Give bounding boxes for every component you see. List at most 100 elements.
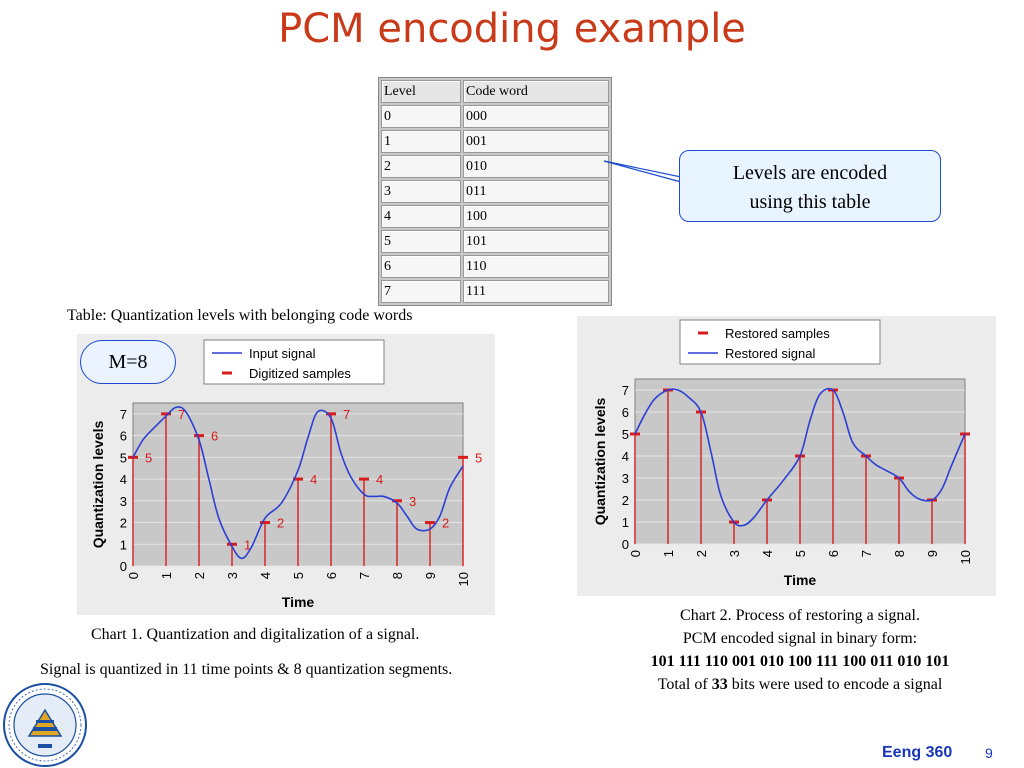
table-cell: 100 bbox=[463, 205, 609, 228]
sample-value-label: 1 bbox=[244, 537, 251, 552]
table-cell: 0 bbox=[381, 105, 461, 128]
callout-line-1: Levels are encoded bbox=[732, 162, 888, 184]
x-tick-label: 7 bbox=[357, 572, 372, 579]
table-cell: 001 bbox=[463, 130, 609, 153]
table-row: 7 111 bbox=[381, 280, 609, 303]
table-cell: 7 bbox=[381, 280, 461, 303]
table-cell: 5 bbox=[381, 230, 461, 253]
table-row: 2 010 bbox=[381, 155, 609, 178]
x-tick-label: 4 bbox=[760, 550, 775, 557]
sample-value-label: 4 bbox=[310, 472, 317, 487]
x-tick-label: 0 bbox=[628, 550, 643, 557]
x-tick-label: 8 bbox=[892, 550, 907, 557]
sample-value-label: 4 bbox=[376, 472, 383, 487]
y-tick-label: 4 bbox=[622, 449, 629, 464]
legend-label: Input signal bbox=[249, 346, 316, 361]
x-tick-label: 5 bbox=[291, 572, 306, 579]
table-cell: 000 bbox=[463, 105, 609, 128]
chart-1-caption: Chart 1. Quantization and digitalization… bbox=[91, 626, 420, 643]
signal-line bbox=[634, 387, 966, 527]
bits-total-value: 33 bbox=[711, 676, 728, 693]
bits-total-suffix: bits were used to encode a signal bbox=[727, 676, 943, 693]
table-header-level: Level bbox=[381, 80, 461, 103]
x-axis-label: Time bbox=[784, 572, 817, 588]
slide-title: PCM encoding example bbox=[278, 6, 746, 52]
x-tick-label: 6 bbox=[324, 572, 339, 579]
table-cell: 010 bbox=[463, 155, 609, 178]
x-tick-label: 2 bbox=[192, 572, 207, 579]
x-tick-label: 3 bbox=[727, 550, 742, 557]
quantization-note: Signal is quantized in 11 time points & … bbox=[40, 661, 453, 678]
y-tick-label: 1 bbox=[120, 537, 127, 552]
sample-value-label: 5 bbox=[145, 450, 152, 465]
code-table: Level Code word 0 000 1 001 2 010 3 011 4 100… bbox=[378, 77, 612, 306]
binary-code-string: 101 111 110 001 010 100 111 100 011 010 … bbox=[650, 653, 950, 670]
chart-legend: Restored samples Restored signal bbox=[679, 319, 881, 365]
table-cell: 011 bbox=[463, 180, 609, 203]
x-tick-label: 1 bbox=[159, 572, 174, 579]
x-tick-label: 2 bbox=[694, 550, 709, 557]
signal-line bbox=[132, 406, 464, 560]
sample-value-label: 7 bbox=[178, 407, 185, 422]
y-tick-label: 0 bbox=[120, 559, 127, 574]
y-tick-label: 3 bbox=[120, 494, 127, 509]
chart-2-caption: Chart 2. Process of restoring a signal. bbox=[680, 607, 920, 624]
bits-total-line: Total of 33 bits were used to encode a s… bbox=[590, 673, 1010, 696]
y-tick-label: 3 bbox=[622, 471, 629, 486]
x-tick-label: 0 bbox=[126, 572, 141, 579]
y-tick-label: 7 bbox=[120, 407, 127, 422]
table-header-row: Level Code word bbox=[381, 80, 609, 103]
sample-value-label: 5 bbox=[475, 450, 482, 465]
y-tick-label: 4 bbox=[120, 472, 127, 487]
chart-2: 0 1 2 3 4 5 6 7 0 1 2 3 4 5 6 7 8 9 10 Time Quantization lev… bbox=[592, 319, 973, 588]
table-row: 1 001 bbox=[381, 130, 609, 153]
table-cell: 4 bbox=[381, 205, 461, 228]
table-cell: 111 bbox=[463, 280, 609, 303]
callout-box: Levels are encoded using this table bbox=[679, 150, 941, 222]
table-row: 6 110 bbox=[381, 255, 609, 278]
x-tick-label: 7 bbox=[859, 550, 874, 557]
callout-line-2: using this table bbox=[749, 191, 871, 213]
table-cell: 110 bbox=[463, 255, 609, 278]
y-tick-label: 2 bbox=[622, 493, 629, 508]
table-cell: 6 bbox=[381, 255, 461, 278]
table-row: 3 011 bbox=[381, 180, 609, 203]
x-tick-label: 10 bbox=[456, 572, 471, 586]
legend-box bbox=[679, 319, 881, 365]
sample-value-label: 3 bbox=[409, 494, 416, 509]
sample-value-label: 6 bbox=[211, 429, 218, 444]
table-row: 5 101 bbox=[381, 230, 609, 253]
chart-1: 0 1 2 3 4 5 6 7 0 1 2 3 4 5 6 7 8 9 10 Time Quantization lev… bbox=[90, 339, 482, 610]
legend-label: Restored signal bbox=[725, 346, 815, 361]
x-tick-label: 9 bbox=[423, 572, 438, 579]
y-tick-label: 1 bbox=[622, 515, 629, 530]
chart-legend: Input signal Digitized samples bbox=[203, 339, 385, 385]
chart-2-panel: 0 1 2 3 4 5 6 7 0 1 2 3 4 5 6 7 8 9 10 Time Quantization lev… bbox=[577, 316, 996, 596]
x-tick-label: 10 bbox=[958, 550, 973, 564]
y-tick-label: 7 bbox=[622, 383, 629, 398]
y-tick-label: 6 bbox=[622, 405, 629, 420]
bits-total-prefix: Total of bbox=[657, 676, 712, 693]
table-cell: 1 bbox=[381, 130, 461, 153]
legend-label: Digitized samples bbox=[249, 366, 351, 381]
sample-value-label: 7 bbox=[343, 407, 350, 422]
x-tick-label: 1 bbox=[661, 550, 676, 557]
binary-form-label: PCM encoded signal in binary form: bbox=[682, 630, 918, 647]
x-axis-label: Time bbox=[282, 594, 315, 610]
sample-value-label: 2 bbox=[442, 516, 449, 531]
x-tick-label: 5 bbox=[793, 550, 808, 557]
table-row: 4 100 bbox=[381, 205, 609, 228]
table-cell: 101 bbox=[463, 230, 609, 253]
table-header-code-word: Code word bbox=[463, 80, 609, 103]
y-tick-label: 5 bbox=[622, 427, 629, 442]
x-tick-label: 6 bbox=[826, 550, 841, 557]
y-tick-label: 2 bbox=[120, 516, 127, 531]
table-cell: 3 bbox=[381, 180, 461, 203]
m-badge: M=8 bbox=[80, 340, 176, 384]
footer-page-number: 9 bbox=[985, 745, 993, 761]
y-tick-label: 0 bbox=[622, 537, 629, 552]
y-tick-label: 6 bbox=[120, 429, 127, 444]
table-caption: Table: Quantization levels with belongin… bbox=[67, 307, 413, 324]
x-tick-label: 8 bbox=[390, 572, 405, 579]
footer-course: Eeng 360 bbox=[882, 744, 953, 761]
